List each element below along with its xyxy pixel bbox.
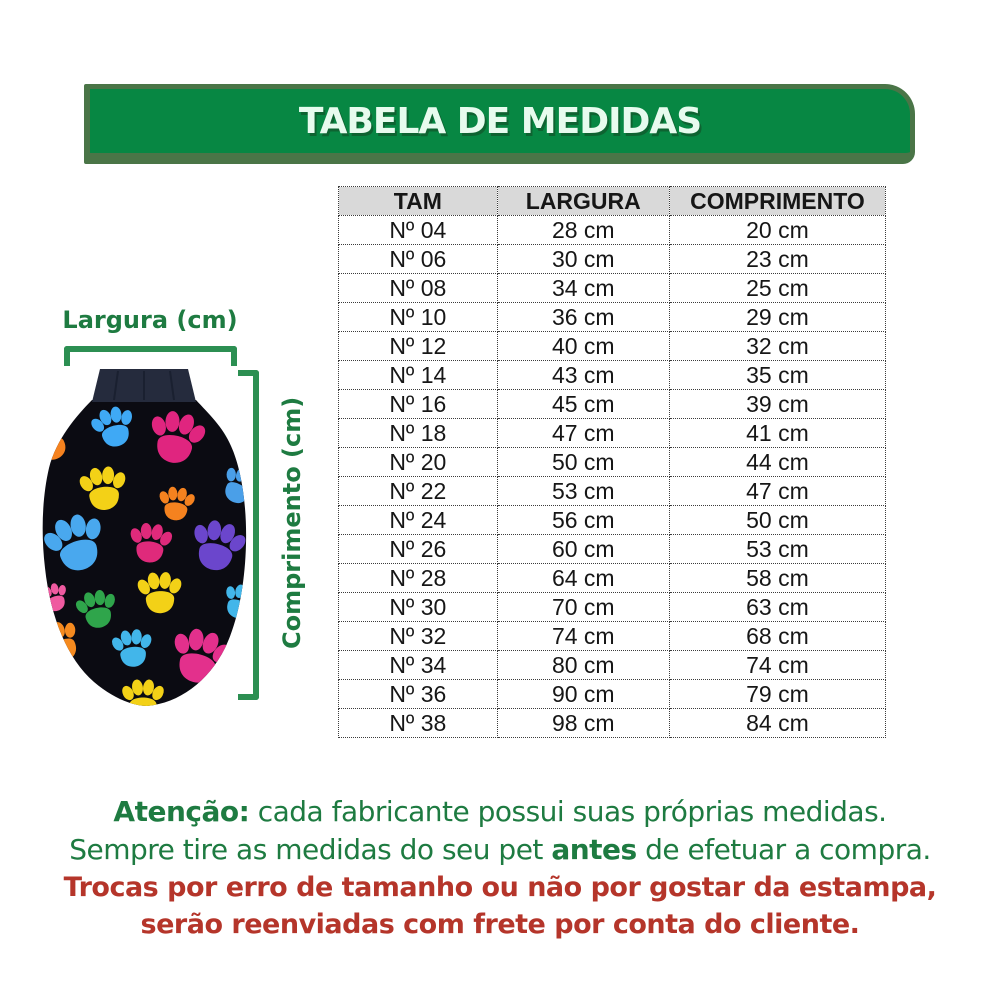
table-cell: Nº 16 [338,389,498,419]
table-cell: Nº 36 [338,679,498,709]
column-header-tam: TAM [338,186,498,216]
table-cell: 23 cm [668,244,887,274]
table-cell: 53 cm [668,534,887,564]
table-cell: Nº 30 [338,592,498,622]
table-row: Nº 30 70 cm 63 cm [338,592,887,622]
table-cell: 44 cm [668,447,887,477]
table-cell: Nº 22 [338,476,498,506]
table-cell: Nº 34 [338,650,498,680]
table-row: Nº 24 56 cm 50 cm [338,505,887,535]
table-row: Nº 14 43 cm 35 cm [338,360,887,390]
table-cell: 68 cm [668,621,887,651]
column-header-comprimento: COMPRIMENTO [668,186,887,216]
width-label: Largura (cm) [62,306,238,334]
table-row: Nº 20 50 cm 44 cm [338,447,887,477]
table-cell: 53 cm [496,476,670,506]
table-cell: 56 cm [496,505,670,535]
table-cell: 84 cm [668,708,887,738]
notes-block: Atenção: cada fabricante possui suas pró… [0,793,1000,943]
table-header-row: TAM LARGURA COMPRIMENTO [338,186,887,216]
column-header-largura: LARGURA [496,186,670,216]
table-cell: 35 cm [668,360,887,390]
table-row: Nº 04 28 cm 20 cm [338,215,887,245]
size-table-body: Nº 04 28 cm 20 cm Nº 06 30 cm 23 cm Nº 08 34 cm… [338,215,887,738]
table-row: Nº 08 34 cm 25 cm [338,273,887,303]
table-cell: 79 cm [668,679,887,709]
table-cell: 36 cm [496,302,670,332]
length-bracket [238,370,259,700]
table-row: Nº 18 47 cm 41 cm [338,418,887,448]
table-cell: Nº 38 [338,708,498,738]
table-row: Nº 22 53 cm 47 cm [338,476,887,506]
table-row: Nº 38 98 cm 84 cm [338,708,887,738]
table-row: Nº 10 36 cm 29 cm [338,302,887,332]
table-cell: 29 cm [668,302,887,332]
table-cell: 32 cm [668,331,887,361]
table-cell: 64 cm [496,563,670,593]
size-table: TAM LARGURA COMPRIMENTO Nº 04 28 cm 20 cm N… [338,186,887,738]
table-cell: Nº 24 [338,505,498,535]
table-cell: 25 cm [668,273,887,303]
table-row: Nº 28 64 cm 58 cm [338,563,887,593]
table-cell: Nº 10 [338,302,498,332]
table-cell: Nº 14 [338,360,498,390]
warning-line-2: serão reenviadas com frete por conta do … [140,909,860,940]
table-row: Nº 32 74 cm 68 cm [338,621,887,651]
table-cell: Nº 18 [338,418,498,448]
table-cell: 63 cm [668,592,887,622]
table-cell: 60 cm [496,534,670,564]
table-cell: Nº 20 [338,447,498,477]
table-cell: 74 cm [496,621,670,651]
width-bracket [64,346,237,366]
attention-label: Atenção: [113,795,250,828]
table-cell: Nº 32 [338,621,498,651]
table-cell: 39 cm [668,389,887,419]
table-cell: 47 cm [496,418,670,448]
attention-note: Atenção: cada fabricante possui suas pró… [113,795,887,828]
table-row: Nº 26 60 cm 53 cm [338,534,887,564]
table-cell: 74 cm [668,650,887,680]
table-cell: 41 cm [668,418,887,448]
table-cell: 50 cm [668,505,887,535]
table-cell: Nº 08 [338,273,498,303]
page-title: TABELA DE MEDIDAS [298,100,702,142]
table-cell: Nº 26 [338,534,498,564]
table-cell: Nº 28 [338,563,498,593]
table-cell: 98 cm [496,708,670,738]
table-cell: Nº 12 [338,331,498,361]
table-cell: 80 cm [496,650,670,680]
table-row: Nº 12 40 cm 32 cm [338,331,887,361]
table-row: Nº 16 45 cm 39 cm [338,389,887,419]
length-label: Comprimento (cm) [278,396,306,649]
measure-note: Sempre tire as medidas do seu pet antes … [69,833,931,866]
banner: TABELA DE MEDIDAS [84,84,915,164]
table-cell: 20 cm [668,215,887,245]
table-cell: 40 cm [496,331,670,361]
table-row: Nº 06 30 cm 23 cm [338,244,887,274]
warning-line-1: Trocas por erro de tamanho ou não por go… [63,872,937,903]
table-cell: 45 cm [496,389,670,419]
table-cell: 30 cm [496,244,670,274]
pet-sweater-image [42,369,247,706]
table-cell: 47 cm [668,476,887,506]
table-row: Nº 34 80 cm 74 cm [338,650,887,680]
table-cell: Nº 04 [338,215,498,245]
table-cell: 58 cm [668,563,887,593]
table-cell: 34 cm [496,273,670,303]
table-row: Nº 36 90 cm 79 cm [338,679,887,709]
table-cell: 70 cm [496,592,670,622]
table-cell: 43 cm [496,360,670,390]
table-cell: 28 cm [496,215,670,245]
table-cell: Nº 06 [338,244,498,274]
table-cell: 90 cm [496,679,670,709]
table-cell: 50 cm [496,447,670,477]
measure-bold-word: antes [551,833,637,866]
